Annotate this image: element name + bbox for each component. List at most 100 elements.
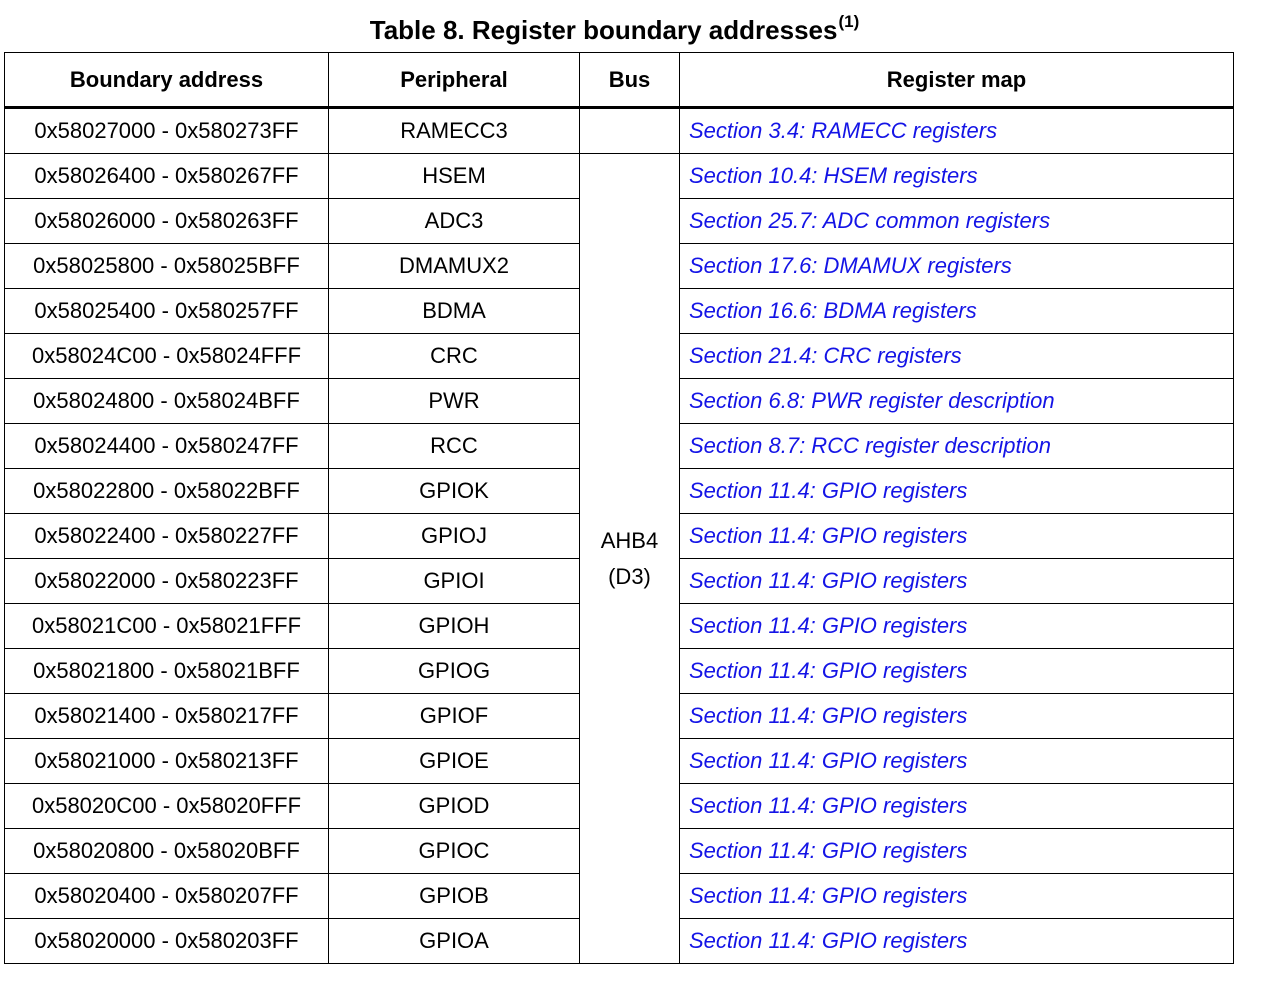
bus-domain: (D3) <box>608 563 651 589</box>
table-row: 0x58022400 - 0x580227FF GPIOJ Section 11.4… <box>4 513 1234 559</box>
table-row: 0x58024800 - 0x58024BFF PWR Section 6.8: P… <box>4 378 1234 424</box>
register-map-link[interactable]: Section 11.4: GPIO registers <box>689 478 968 503</box>
table-title-footnote[interactable]: (1) <box>838 12 860 31</box>
peripheral-cell: PWR <box>328 378 580 424</box>
table-row: 0x58026400 - 0x580267FF HSEM AHB4 (D3) Secti… <box>4 153 1234 964</box>
register-map-cell: Section 11.4: GPIO registers <box>679 918 1234 964</box>
boundary-address-cell: 0x58027000 - 0x580273FF <box>4 107 329 154</box>
peripheral-cell: BDMA <box>328 288 580 334</box>
register-map-cell: Section 11.4: GPIO registers <box>679 648 1234 694</box>
boundary-address-cell: 0x58020000 - 0x580203FF <box>4 918 329 964</box>
table-row: 0x58024C00 - 0x58024FFF CRC Section 21.4: … <box>4 333 1234 379</box>
peripheral-cell: RAMECC3 <box>328 107 580 154</box>
register-map-cell: Section 6.8: PWR register description <box>679 378 1234 424</box>
register-map-link[interactable]: Section 8.7: RCC register description <box>689 433 1051 458</box>
register-map-cell: Section 11.4: GPIO registers <box>679 558 1234 604</box>
register-map-cell: Section 11.4: GPIO registers <box>679 513 1234 559</box>
register-map-link[interactable]: Section 3.4: RAMECC registers <box>689 118 998 143</box>
register-map-link[interactable]: Section 10.4: HSEM registers <box>689 163 978 188</box>
boundary-address-cell: 0x58020400 - 0x580207FF <box>4 873 329 919</box>
register-map-link[interactable]: Section 11.4: GPIO registers <box>689 838 968 863</box>
boundary-address-cell: 0x58024400 - 0x580247FF <box>4 423 329 469</box>
register-map-link[interactable]: Section 11.4: GPIO registers <box>689 523 968 548</box>
boundary-address-cell: 0x58022800 - 0x58022BFF <box>4 468 329 514</box>
register-map-link[interactable]: Section 6.8: PWR register description <box>689 388 1055 413</box>
boundary-address-cell: 0x58026000 - 0x580263FF <box>4 198 329 244</box>
boundary-address-cell: 0x58021C00 - 0x58021FFF <box>4 603 329 649</box>
peripheral-cell: DMAMUX2 <box>328 243 580 289</box>
bus-cell <box>579 107 680 154</box>
table-title-text: Table 8. Register boundary addresses <box>369 15 838 45</box>
peripheral-cell: GPIOE <box>328 738 580 784</box>
boundary-address-cell: 0x58021400 - 0x580217FF <box>4 693 329 739</box>
peripheral-cell: HSEM <box>328 153 580 199</box>
table-row: 0x58020800 - 0x58020BFF GPIOC Section 11.4… <box>4 828 1234 874</box>
boundary-address-cell: 0x58024800 - 0x58024BFF <box>4 378 329 424</box>
register-map-link[interactable]: Section 11.4: GPIO registers <box>689 658 968 683</box>
header-bus: Bus <box>579 52 680 109</box>
register-map-link[interactable]: Section 11.4: GPIO registers <box>689 928 968 953</box>
peripheral-cell: GPIOJ <box>328 513 580 559</box>
table-header-row: Boundary address Peripheral Bus Register… <box>4 52 1234 109</box>
register-map-link[interactable]: Section 11.4: GPIO registers <box>689 613 968 638</box>
peripheral-cell: CRC <box>328 333 580 379</box>
peripheral-cell: GPIOA <box>328 918 580 964</box>
register-map-cell: Section 11.4: GPIO registers <box>679 783 1234 829</box>
register-map-cell: Section 21.4: CRC registers <box>679 333 1234 379</box>
peripheral-cell: GPIOD <box>328 783 580 829</box>
boundary-address-cell: 0x58021800 - 0x58021BFF <box>4 648 329 694</box>
register-map-link[interactable]: Section 11.4: GPIO registers <box>689 793 968 818</box>
peripheral-cell: GPIOC <box>328 828 580 874</box>
table-row: 0x58027000 - 0x580273FF RAMECC3 Section 3.… <box>4 107 1234 154</box>
register-map-cell: Section 11.4: GPIO registers <box>679 693 1234 739</box>
register-map-link[interactable]: Section 17.6: DMAMUX registers <box>689 253 1012 278</box>
register-map-link[interactable]: Section 16.6: BDMA registers <box>689 298 977 323</box>
boundary-address-cell: 0x58025400 - 0x580257FF <box>4 288 329 334</box>
table-row: 0x58021000 - 0x580213FF GPIOE Section 11.4… <box>4 738 1234 784</box>
register-map-link[interactable]: Section 25.7: ADC common registers <box>689 208 1051 233</box>
table-title: Table 8. Register boundary addresses(1) <box>0 10 1229 54</box>
register-map-link[interactable]: Section 11.4: GPIO registers <box>689 568 968 593</box>
register-map-cell: Section 11.4: GPIO registers <box>679 738 1234 784</box>
table-row: 0x58020400 - 0x580207FF GPIOB Section 11.4… <box>4 873 1234 919</box>
boundary-address-cell: 0x58021000 - 0x580213FF <box>4 738 329 784</box>
boundary-address-cell: 0x58026400 - 0x580267FF <box>4 153 329 199</box>
table-row: 0x58022000 - 0x580223FF GPIOI Section 11.4… <box>4 558 1234 604</box>
register-map-cell: Section 11.4: GPIO registers <box>679 603 1234 649</box>
register-map-cell: Section 8.7: RCC register description <box>679 423 1234 469</box>
peripheral-cell: ADC3 <box>328 198 580 244</box>
register-map-cell: Section 16.6: BDMA registers <box>679 288 1234 334</box>
table-row: 0x58021800 - 0x58021BFF GPIOG Section 11.4… <box>4 648 1234 694</box>
peripheral-cell: GPIOF <box>328 693 580 739</box>
boundary-address-cell: 0x58022000 - 0x580223FF <box>4 558 329 604</box>
register-map-cell: Section 3.4: RAMECC registers <box>679 107 1234 154</box>
table-row: 0x58022800 - 0x58022BFF GPIOK Section 11.4… <box>4 468 1234 514</box>
table-body: 0x58027000 - 0x580273FF RAMECC3 Section 3.… <box>4 107 1234 964</box>
peripheral-cell: GPIOI <box>328 558 580 604</box>
boundary-address-cell: 0x58024C00 - 0x58024FFF <box>4 333 329 379</box>
register-map-cell: Section 17.6: DMAMUX registers <box>679 243 1234 289</box>
peripheral-cell: GPIOG <box>328 648 580 694</box>
register-map-link[interactable]: Section 11.4: GPIO registers <box>689 883 968 908</box>
register-map-link[interactable]: Section 11.4: GPIO registers <box>689 748 968 773</box>
table-row: 0x58020000 - 0x580203FF GPIOA Section 11.4… <box>4 918 1234 964</box>
register-map-cell: Section 11.4: GPIO registers <box>679 468 1234 514</box>
header-boundary-address: Boundary address <box>4 52 329 109</box>
register-map-cell: Section 25.7: ADC common registers <box>679 198 1234 244</box>
register-map-link[interactable]: Section 21.4: CRC registers <box>689 343 962 368</box>
boundary-address-cell: 0x58025800 - 0x58025BFF <box>4 243 329 289</box>
register-map-cell: Section 10.4: HSEM registers <box>679 153 1234 199</box>
table-row: 0x58024400 - 0x580247FF RCC Section 8.7: R… <box>4 423 1234 469</box>
peripheral-cell: RCC <box>328 423 580 469</box>
bus-group-cell: AHB4 (D3) <box>579 153 680 964</box>
register-map-link[interactable]: Section 11.4: GPIO registers <box>689 703 968 728</box>
peripheral-cell: GPIOH <box>328 603 580 649</box>
table-row: 0x58026000 - 0x580263FF ADC3 Section 25.7:… <box>4 198 1234 244</box>
register-boundary-table: Boundary address Peripheral Bus Register… <box>4 52 1234 964</box>
peripheral-cell: GPIOB <box>328 873 580 919</box>
header-peripheral: Peripheral <box>328 52 580 109</box>
table-row: 0x58020C00 - 0x58020FFF GPIOD Section 11.4… <box>4 783 1234 829</box>
register-map-cell: Section 11.4: GPIO registers <box>679 828 1234 874</box>
boundary-address-cell: 0x58022400 - 0x580227FF <box>4 513 329 559</box>
register-map-cell: Section 11.4: GPIO registers <box>679 873 1234 919</box>
